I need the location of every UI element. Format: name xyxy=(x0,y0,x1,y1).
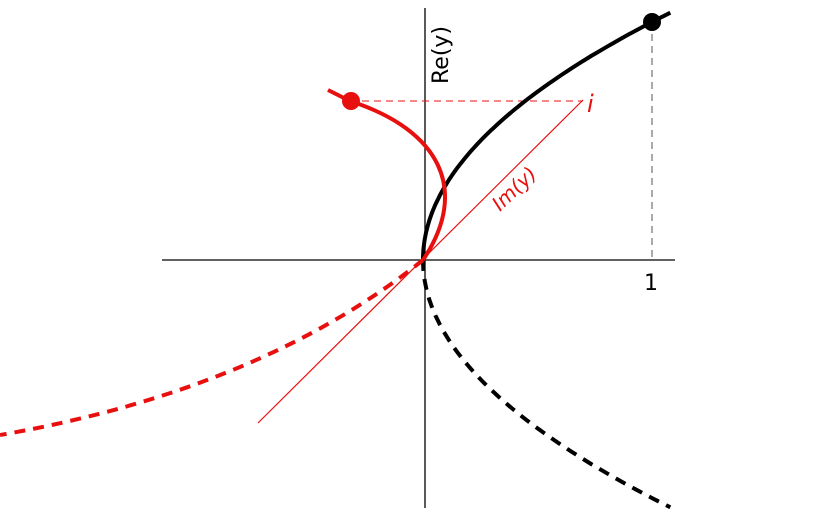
real-point xyxy=(643,13,661,31)
imag-curve-solid xyxy=(327,88,448,262)
real-curve-solid xyxy=(421,10,672,260)
real-curve-dashed xyxy=(421,260,672,510)
imag-point xyxy=(342,92,360,110)
imag-curve-dashed xyxy=(0,258,425,437)
imag-axis-label: Im(y) xyxy=(487,162,542,216)
imag-unit-label: i xyxy=(587,90,594,118)
y-axis-label: Re(y) xyxy=(429,26,454,84)
x-tick-label: 1 xyxy=(644,271,658,296)
